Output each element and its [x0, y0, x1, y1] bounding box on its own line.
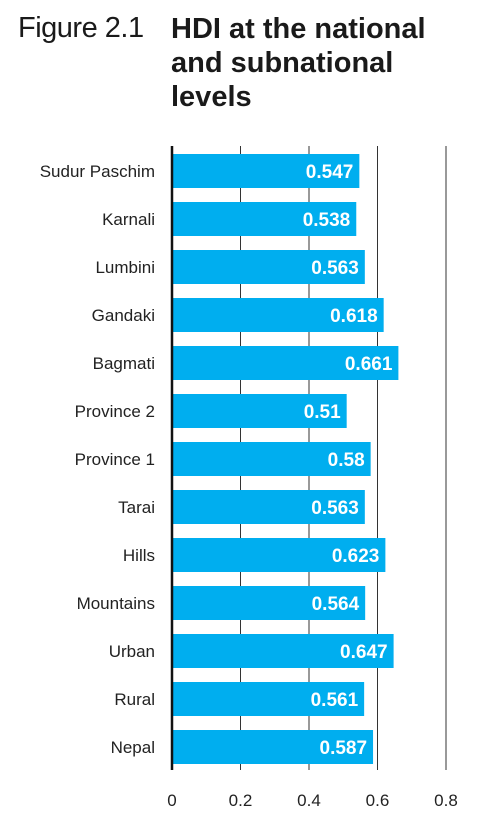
bar [172, 538, 386, 572]
category-label: Lumbini [95, 258, 155, 277]
data-label: 0.547 [306, 162, 354, 183]
x-tick-label: 0.8 [434, 791, 458, 810]
bar [172, 682, 365, 716]
bar [172, 250, 365, 284]
figure-label: Figure 2.1 [18, 12, 144, 44]
x-tick-label: 0.6 [366, 791, 390, 810]
category-label: Nepal [111, 738, 155, 757]
data-label: 0.561 [311, 690, 359, 711]
x-tick-label: 0.4 [297, 791, 321, 810]
data-label: 0.647 [340, 642, 388, 663]
data-label: 0.618 [330, 306, 378, 327]
category-label: Rural [114, 690, 155, 709]
bar [172, 202, 357, 236]
data-label: 0.623 [332, 546, 380, 567]
bar [172, 394, 347, 428]
category-label: Sudur Paschim [40, 162, 155, 181]
data-label: 0.587 [320, 738, 368, 759]
bar [172, 346, 399, 380]
category-label: Bagmati [93, 354, 155, 373]
bar [172, 586, 366, 620]
category-label: Tarai [118, 498, 155, 517]
category-label: Province 2 [75, 402, 155, 421]
data-label: 0.538 [303, 210, 351, 231]
bar [172, 490, 365, 524]
x-tick-label: 0.2 [229, 791, 253, 810]
category-label: Mountains [77, 594, 155, 613]
data-label: 0.51 [304, 402, 341, 423]
category-label: Province 1 [75, 450, 155, 469]
category-label: Gandaki [92, 306, 155, 325]
category-label: Karnali [102, 210, 155, 229]
bar [172, 634, 394, 668]
bar [172, 154, 360, 188]
bar [172, 298, 384, 332]
x-tick-label: 0 [167, 791, 176, 810]
category-label: Hills [123, 546, 155, 565]
data-label: 0.563 [311, 498, 359, 519]
figure-title: HDI at the national and subnational leve… [171, 13, 426, 113]
bar [172, 730, 374, 764]
bar [172, 442, 371, 476]
category-label: Urban [109, 642, 155, 661]
data-label: 0.661 [345, 354, 393, 375]
data-label: 0.563 [311, 258, 359, 279]
data-label: 0.564 [312, 594, 360, 615]
data-label: 0.58 [328, 450, 365, 471]
